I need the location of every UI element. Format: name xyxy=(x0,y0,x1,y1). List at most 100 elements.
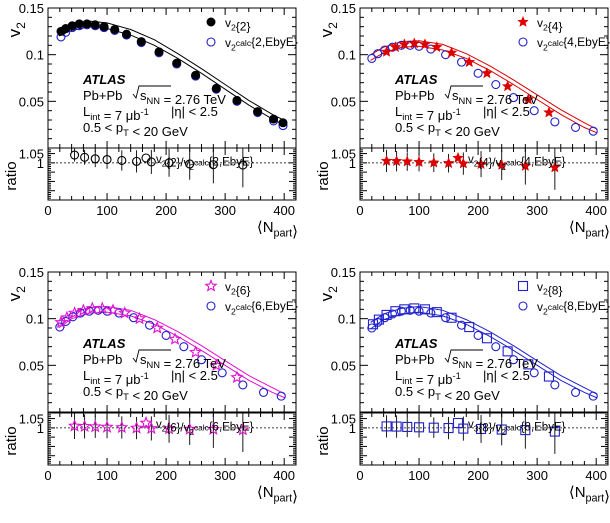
meas-point xyxy=(481,67,493,79)
calc-point xyxy=(508,355,519,365)
label-part: 2 xyxy=(543,287,548,297)
label-part: v xyxy=(537,16,543,30)
calc-point xyxy=(508,93,519,103)
ratio-point xyxy=(115,420,129,434)
x-tick-label: 400 xyxy=(585,468,607,483)
experiment-label: ATLAS xyxy=(394,72,438,87)
meas-point xyxy=(430,41,443,53)
calc-point xyxy=(114,308,124,318)
ratio-point xyxy=(236,422,250,436)
label-part: {2,EbyE} xyxy=(209,157,254,169)
band-upper xyxy=(370,305,598,395)
calc-point xyxy=(529,368,539,378)
label-part: calc xyxy=(194,159,209,168)
x-tick-label: 0 xyxy=(44,468,51,483)
label-part: L xyxy=(395,104,402,119)
calc-point xyxy=(387,309,398,319)
meas-point xyxy=(278,118,288,128)
label-part: {8,EbyE} xyxy=(563,299,610,313)
label-part: -1 xyxy=(453,107,461,117)
label-part: v xyxy=(537,300,543,314)
legend-calc-label: v2calc{4,EbyE} xyxy=(537,35,610,53)
label-part: calc xyxy=(236,38,252,48)
calc-point xyxy=(550,117,560,127)
ratio-point xyxy=(80,152,90,162)
calc-point xyxy=(145,320,155,330)
label-part: NN xyxy=(147,96,161,106)
meas-point xyxy=(168,332,182,345)
calc-point xyxy=(161,330,171,341)
label-part: part xyxy=(274,228,293,240)
calc-point xyxy=(217,368,227,378)
calc-point xyxy=(457,57,467,67)
x-tick-label: 200 xyxy=(155,468,177,483)
info-lumi: Lint = 7 μb-1 xyxy=(395,104,461,123)
info-eta: |η| < 2.5 xyxy=(483,368,530,383)
y-tick-label: 0.05 xyxy=(331,358,356,373)
ratio-point xyxy=(475,423,487,435)
label-part: L xyxy=(83,104,90,119)
ratio-point xyxy=(129,420,144,434)
ratio-point xyxy=(519,159,532,172)
label-part: 2 xyxy=(543,43,548,53)
meas-point xyxy=(501,80,514,92)
label-part: 0.5 < p xyxy=(83,120,123,135)
meas-point xyxy=(409,303,420,314)
label-part: {4,EbyE} xyxy=(521,157,566,169)
ratio-point xyxy=(88,419,102,433)
ratio-point xyxy=(381,421,392,432)
x-tick-label: 100 xyxy=(96,468,118,483)
y-tick-label: 0.1 xyxy=(26,312,44,327)
ratio-point xyxy=(185,159,195,169)
label-part: s xyxy=(452,352,459,367)
y-axis-title: v2 xyxy=(5,22,28,38)
y-tick-label: 1.05 xyxy=(19,412,44,427)
info-eta: |η| < 2.5 xyxy=(483,104,530,119)
meas-point xyxy=(132,311,147,325)
meas-point xyxy=(211,83,221,93)
label-part: 0.5 < p xyxy=(395,120,435,135)
calc-point xyxy=(196,355,207,365)
label-part: ⟨N xyxy=(569,219,586,236)
x-tick-label: 300 xyxy=(526,203,548,218)
x-tick-label: 400 xyxy=(273,468,295,483)
panel-v2-6: 0 100 200 300 4000.050.10.1511.05v2ratio⟨Npa… xyxy=(3,265,298,506)
ratio-axis-title: ratio xyxy=(3,426,20,455)
y-axis-title: v2 xyxy=(317,22,340,38)
y-tick-label: 0.15 xyxy=(331,1,356,16)
label-part: {2,EbyE} xyxy=(251,35,298,49)
label-part: {6} xyxy=(236,284,251,298)
label-part: 2 xyxy=(14,22,28,29)
info-system: Pb+Pb xyxy=(83,88,122,103)
meas-point xyxy=(82,19,92,29)
ratio-point xyxy=(208,160,218,170)
label-part: {8}/v xyxy=(478,422,501,434)
label-part: -1 xyxy=(141,371,149,381)
sqrt-sign xyxy=(132,85,171,100)
y-tick-label: 0.15 xyxy=(331,265,356,280)
label-part: int xyxy=(90,376,100,386)
meas-point xyxy=(110,24,120,34)
label-part: 0.5 < p xyxy=(395,384,435,399)
legend-ratio-marker xyxy=(141,153,151,163)
label-part: 2 xyxy=(474,159,479,168)
y-tick-label: 0.1 xyxy=(26,48,44,63)
label-part: ⟨N xyxy=(257,219,274,236)
x-tick-label: 100 xyxy=(96,203,118,218)
label-part: 2 xyxy=(231,287,236,297)
calc-point xyxy=(373,49,383,59)
panel-v2-2: 0 100 200 300 4000.050.10.1511.05v2ratio⟨Npa… xyxy=(3,1,298,241)
meas-point xyxy=(150,320,164,334)
label-part: < 20 GeV xyxy=(441,124,500,139)
label-part: s xyxy=(452,88,459,103)
ratio-frame xyxy=(359,412,609,466)
calc-point xyxy=(380,313,390,323)
info-pt: 0.5 < pT < 20 GeV xyxy=(395,384,500,403)
y-axis-title-text: v2 xyxy=(5,22,28,38)
label-part: T xyxy=(435,128,441,138)
x-axis-title: ⟨Npart⟩ xyxy=(257,219,298,241)
calc-point xyxy=(529,106,539,116)
legend-ratio-label: v2{2}/v2calc{2,EbyE} xyxy=(156,154,254,172)
label-part: calc xyxy=(506,424,521,433)
